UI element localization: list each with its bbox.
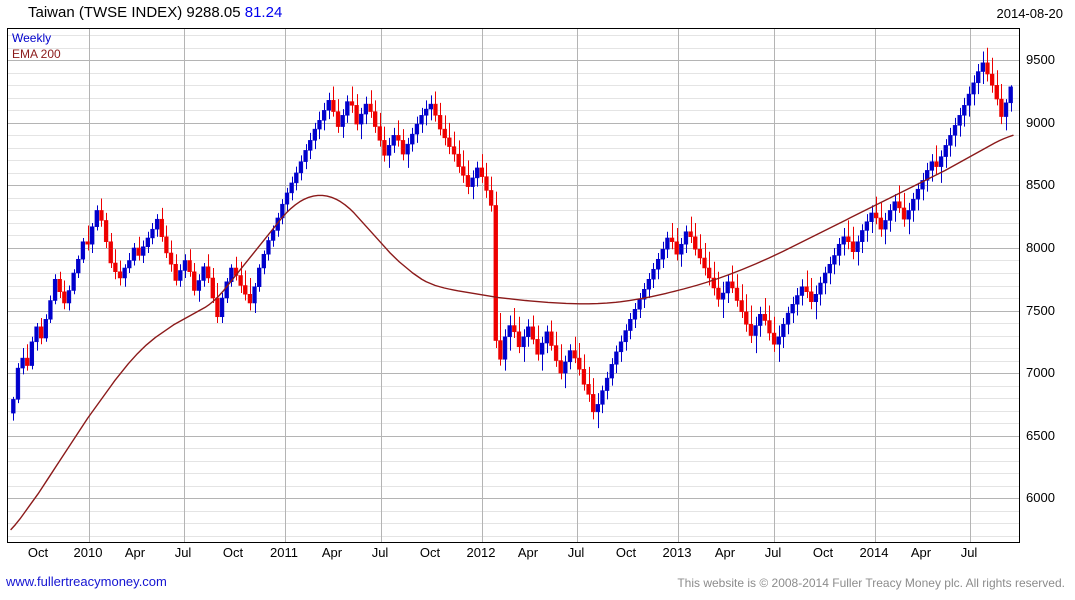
y-tick-label: 7500: [1026, 302, 1055, 318]
x-tick-label: 2010: [73, 545, 103, 560]
y-tick-label: 8000: [1026, 239, 1055, 255]
x-tick-label: Oct: [419, 545, 441, 560]
y-tick-label: 6500: [1026, 427, 1055, 443]
x-tick-label: Jul: [960, 545, 978, 560]
x-tick-label: Oct: [27, 545, 49, 560]
x-tick-label: Jul: [764, 545, 782, 560]
chart-legend: Weekly EMA 200: [12, 31, 61, 61]
chart-header: Taiwan (TWSE INDEX) 9288.05 81.24 2014-0…: [0, 0, 1075, 26]
instrument-title: Taiwan (TWSE INDEX) 9288.05 81.24: [28, 4, 282, 22]
y-axis: 9500 9000 8500 8000 7500 7000 6500 6000: [1026, 28, 1075, 543]
y-tick-label: 9000: [1026, 114, 1055, 130]
x-tick-label: Apr: [517, 545, 539, 560]
x-tick-label: 2012: [466, 545, 496, 560]
x-tick-label: 2014: [859, 545, 889, 560]
y-tick-label: 7000: [1026, 365, 1055, 381]
chart-footer: www.fullertreacymoney.com This website i…: [0, 572, 1075, 596]
x-tick-label: 2013: [662, 545, 692, 560]
x-tick-label: Jul: [174, 545, 192, 560]
copyright-notice: This website is © 2008-2014 Fuller Treac…: [677, 576, 1065, 590]
x-tick-label: 2011: [270, 545, 298, 560]
instrument-title-text: Taiwan (TWSE INDEX) 9288.05: [28, 4, 241, 21]
x-tick-label: Jul: [567, 545, 585, 560]
chart-plot-area[interactable]: [7, 28, 1020, 543]
site-url[interactable]: www.fullertreacymoney.com: [6, 574, 167, 589]
x-tick-label: Oct: [615, 545, 637, 560]
y-tick-label: 9500: [1026, 52, 1055, 68]
x-axis: Oct 2010 Apr Jul Oct 2011 Apr Jul Oct 2012 Apr Jul O…: [0, 545, 1075, 565]
chart-date: 2014-08-20: [996, 6, 1064, 21]
price-change: 81.24: [244, 4, 283, 21]
x-tick-label: Apr: [124, 545, 146, 560]
x-tick-label: Oct: [222, 545, 244, 560]
x-tick-label: Apr: [714, 545, 736, 560]
legend-ema-200: EMA 200: [12, 47, 61, 61]
y-tick-label: 6000: [1026, 490, 1055, 506]
legend-periodicity: Weekly: [12, 31, 52, 45]
x-tick-label: Oct: [812, 545, 834, 560]
x-tick-label: Jul: [371, 545, 389, 560]
price-chart-canvas: [8, 29, 1019, 542]
y-tick-label: 8500: [1026, 177, 1055, 193]
x-tick-label: Apr: [910, 545, 932, 560]
x-tick-label: Apr: [321, 545, 343, 560]
